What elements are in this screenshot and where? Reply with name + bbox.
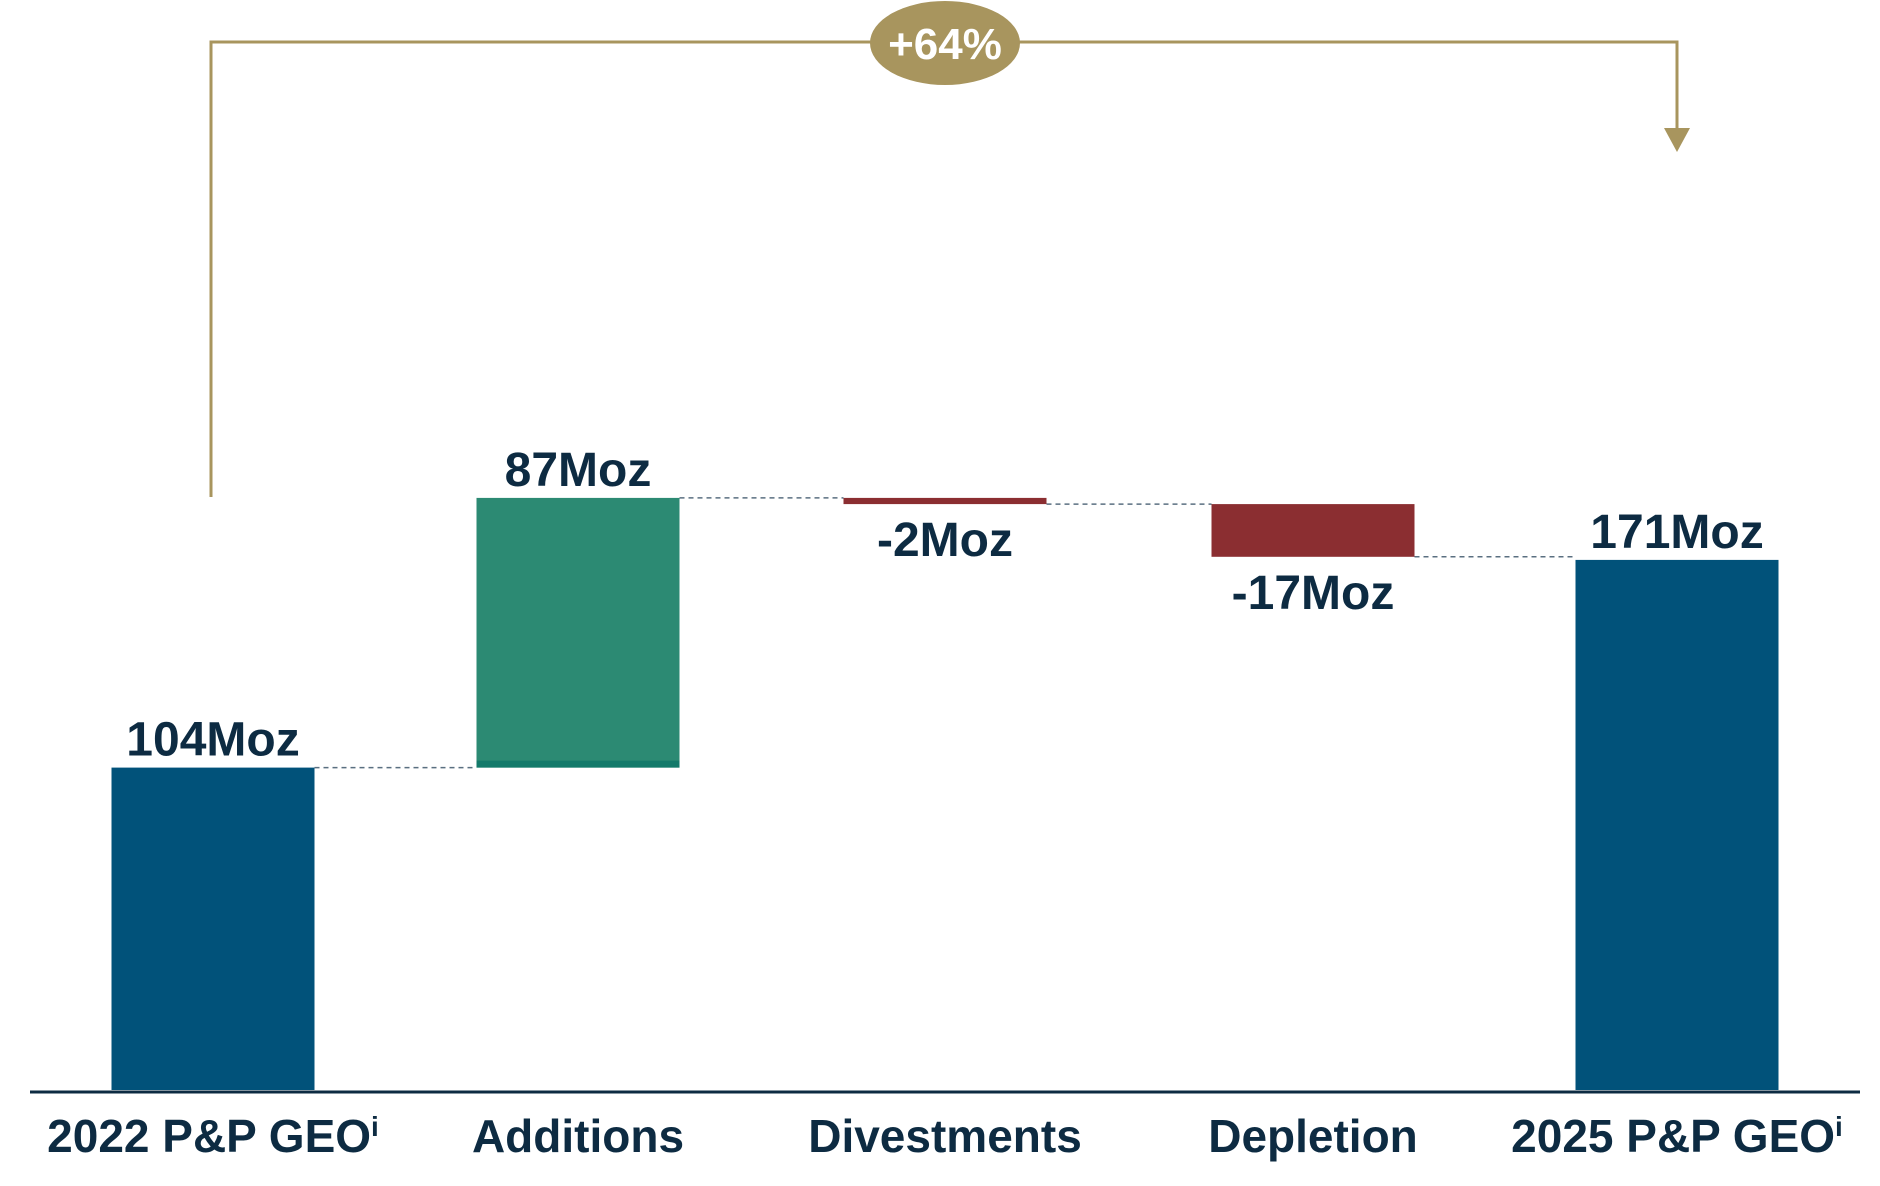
data-label-1: 104Moz	[126, 714, 299, 767]
category-superscript-5: i	[1835, 1111, 1843, 1142]
data-label-5: 171Moz	[1590, 506, 1763, 559]
bar-2	[476, 497, 680, 768]
annotation-bracket-line	[209, 40, 1679, 497]
category-label-2: Additions	[472, 1110, 684, 1162]
change-badge-text: +64%	[888, 20, 1002, 69]
category-label-5: 2025 P&P GEOi	[1511, 1110, 1843, 1162]
change-badge	[870, 1, 1020, 85]
annotation-arrowhead	[1664, 128, 1690, 152]
connector-lines	[314, 497, 1576, 769]
bar-4	[1211, 504, 1415, 557]
bar-2-base-strip	[476, 760, 680, 768]
data-label-3: -2Moz	[877, 514, 1013, 567]
bars	[111, 497, 1779, 1090]
data-label-2: 87Moz	[505, 444, 652, 497]
bar-5	[1575, 559, 1779, 1090]
bar-3	[843, 497, 1047, 505]
category-label-3: Divestments	[808, 1110, 1082, 1162]
data-label-4: -17Moz	[1232, 567, 1395, 620]
category-superscript-1: i	[371, 1111, 379, 1142]
category-label-1: 2022 P&P GEOi	[47, 1110, 379, 1162]
change-annotation: +64%	[209, 1, 1690, 497]
data-labels: 104Moz 87Moz -2Moz -17Moz 171Moz	[126, 444, 1763, 767]
category-label-4: Depletion	[1208, 1110, 1418, 1162]
category-labels: 2022 P&P GEOi Additions Divestments Depleti…	[47, 1110, 1843, 1162]
bar-1	[111, 767, 315, 1090]
